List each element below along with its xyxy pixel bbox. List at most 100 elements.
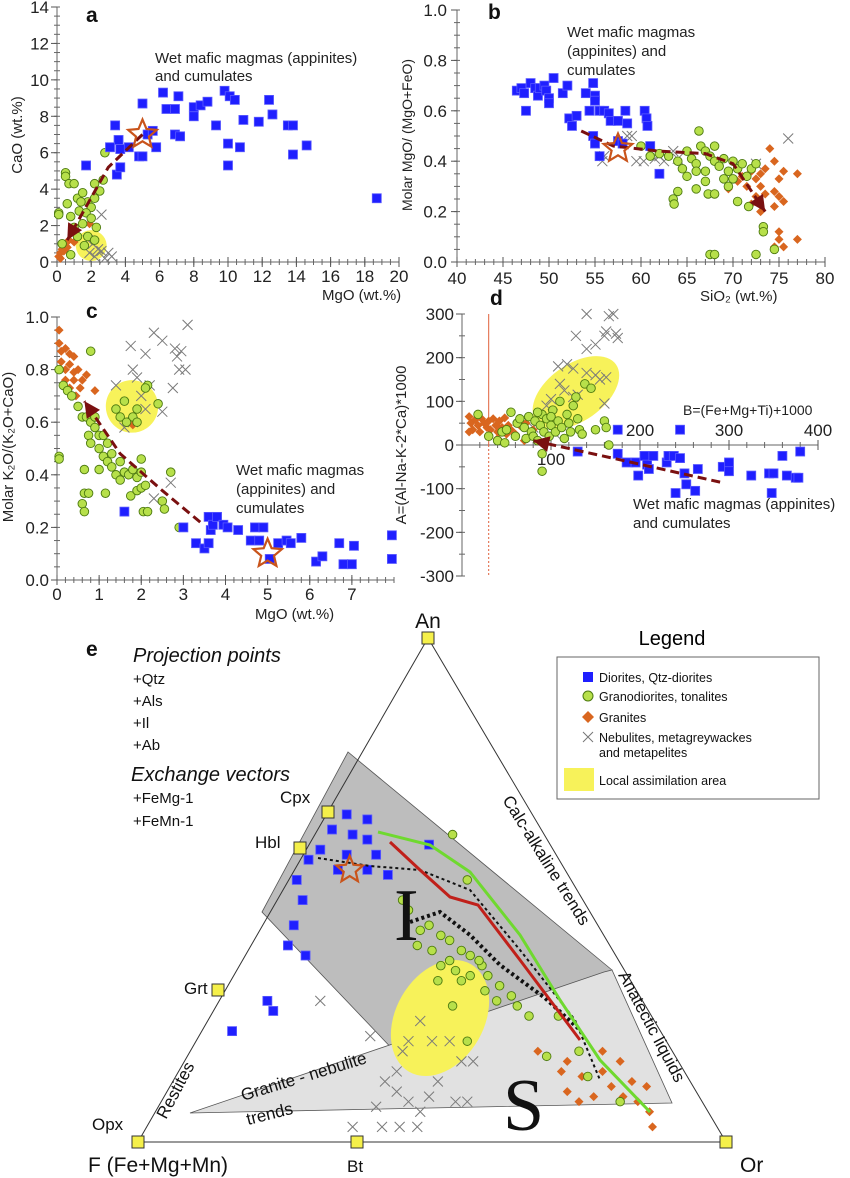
nebulite-point [545, 393, 557, 405]
granodiorite-point [682, 171, 692, 182]
nebulite-point [444, 1035, 455, 1047]
bt-vertex-marker [350, 1135, 364, 1149]
granite-point [81, 370, 91, 380]
b-annotation-line2: (appinites) and [567, 43, 666, 60]
nebulite-point [96, 209, 107, 220]
granodiorite-point [107, 449, 117, 459]
granodiorite-point [89, 193, 100, 203]
panel-d-letter: d [490, 287, 503, 310]
nebulite-point [370, 1101, 382, 1113]
granite-point [73, 365, 83, 375]
granodiorite-point [723, 166, 734, 177]
granite-point [751, 174, 761, 184]
nebulite-point [467, 1056, 479, 1067]
diorite-point [571, 110, 582, 121]
ternary-assimilation-area [390, 959, 490, 1077]
opx-label: Opx [92, 1115, 124, 1134]
c-x-tick-label: 0 [52, 585, 61, 604]
granodiorite-point [65, 249, 76, 260]
granodiorite-point [559, 433, 570, 444]
granodiorite-point [462, 875, 473, 885]
granodiorite-point [433, 975, 443, 986]
granodiorite-point [604, 440, 614, 450]
granite-point [756, 181, 766, 191]
diorite-point [267, 109, 278, 120]
granodiorite-point [719, 174, 729, 184]
granodiorite-point [565, 427, 576, 437]
diorite-point [202, 96, 213, 107]
c-x-tick-label: 1 [94, 585, 103, 604]
star-marker [333, 852, 366, 884]
granodiorite-point [77, 498, 88, 509]
granodiorite-point [564, 418, 574, 428]
apex-or-label: Or [740, 1154, 763, 1177]
trend-arrowhead [533, 436, 551, 452]
nebulite-point [554, 378, 566, 390]
granite-point [769, 202, 779, 212]
granite-point [615, 1056, 625, 1066]
granodiorite-point [574, 1046, 584, 1057]
nebulite-point [612, 332, 624, 344]
d-ylabel: A=(Al-Na-K-2*Ca)*1000 [393, 366, 410, 525]
granite-point [779, 197, 789, 207]
granodiorite-point [115, 475, 125, 485]
diorite-point [227, 1026, 237, 1037]
nebulite-point [461, 1096, 473, 1108]
star-marker [250, 535, 285, 569]
grt-label: Grt [184, 979, 208, 998]
diorite-point [81, 160, 91, 171]
diorite-point [675, 453, 685, 464]
diorite-point [521, 105, 531, 116]
granodiorite-point [732, 196, 743, 207]
granite-point [769, 156, 779, 166]
granite-point [54, 338, 64, 348]
diorite-point [291, 875, 302, 885]
granodiorite-point [83, 488, 94, 498]
diorite-point [211, 120, 221, 131]
nebulite-point [175, 345, 187, 357]
granite-point [779, 242, 789, 252]
granite-point [642, 1082, 652, 1092]
granodiorite-point [769, 244, 780, 255]
diorite-point [639, 451, 650, 461]
granodiorite-point [714, 161, 724, 171]
diorite-point [238, 115, 249, 125]
points-layer [53, 73, 806, 570]
panel-b-letter: b [488, 1, 501, 24]
diorite-point [793, 472, 804, 483]
c-annotation-line1: Wet mafic magmas [236, 462, 364, 479]
diorite-point [620, 105, 631, 116]
c-xlabel: MgO (wt.%) [255, 606, 334, 623]
nebulite-point [570, 330, 582, 342]
diorite-point [362, 864, 373, 875]
b-x-tick-label: 40 [448, 269, 467, 288]
granite-point [60, 365, 70, 375]
b-y-tick-label: 0.8 [423, 51, 447, 70]
diorite-point [346, 559, 357, 570]
nebulite-point [581, 343, 592, 355]
diorite-point [250, 522, 260, 533]
diorite-point [223, 160, 233, 171]
granodiorite-point [555, 396, 565, 407]
granodiorite-point [510, 431, 521, 442]
c-y-tick-label: 0.6 [25, 413, 49, 432]
granodiorite-point [524, 1011, 534, 1021]
legend-box [556, 656, 820, 800]
granodiorite-point [89, 178, 100, 189]
granite-point [556, 1066, 566, 1076]
nebulite-point [432, 1076, 444, 1087]
diorite-point [137, 98, 148, 109]
diorite-point [303, 854, 314, 865]
nebulite-point [411, 1121, 423, 1133]
d-y-tick-label: 200 [426, 349, 454, 368]
granodiorite-point [709, 189, 720, 199]
b-x-tick-label: 60 [632, 269, 651, 288]
granodiorite-point [53, 209, 64, 220]
nebulite-point [169, 343, 181, 354]
granodiorite-point [436, 930, 446, 941]
c-y-tick-label: 0.2 [25, 518, 49, 537]
nebulite-point [314, 995, 326, 1007]
diorite-point [341, 849, 352, 860]
granodiorite-point [415, 925, 425, 936]
diorite-point [612, 448, 623, 459]
